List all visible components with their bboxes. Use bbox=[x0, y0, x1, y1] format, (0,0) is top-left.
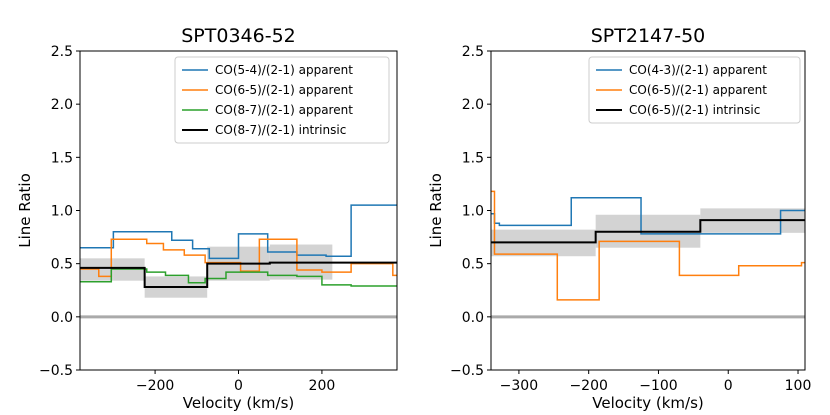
chart-panel-1: −0.5 0.0 0.5 1.0 1.5 2.0 2.5 −200 0 200 SPT0346-52… bbox=[16, 25, 398, 412]
series-line-2 bbox=[491, 190, 805, 301]
y-tick-label: −0.5 bbox=[450, 363, 484, 379]
y-tick-label: 2.5 bbox=[462, 44, 484, 60]
x-tick-label: 100 bbox=[785, 378, 812, 394]
y-tick-label: 1.0 bbox=[462, 204, 484, 220]
series-line-4 bbox=[80, 261, 397, 289]
y-axis-label: Line Ratio bbox=[16, 173, 34, 248]
x-tick-label: 0 bbox=[234, 378, 243, 394]
chart-title: SPT2147-50 bbox=[591, 25, 706, 47]
y-axis-label: Line Ratio bbox=[427, 173, 445, 248]
y-tick-label: 0.5 bbox=[51, 257, 73, 273]
y-tick-label: 1.5 bbox=[462, 150, 484, 166]
x-tick-label: −300 bbox=[500, 378, 538, 394]
legend-box bbox=[588, 56, 801, 124]
legend-label: CO(5-4)/(2-1) apparent bbox=[215, 63, 353, 77]
y-tick-label: −0.5 bbox=[39, 363, 73, 379]
legend: CO(4-3)/(2-1) apparent CO(6-5)/(2-1) appa… bbox=[588, 56, 801, 124]
x-axis-label: Velocity (km/s) bbox=[183, 394, 294, 412]
plot-area bbox=[491, 190, 805, 319]
series-line-3 bbox=[80, 268, 397, 287]
legend-box bbox=[174, 56, 390, 144]
x-axis-label: Velocity (km/s) bbox=[592, 394, 703, 412]
chart-panel-2: −0.5 0.0 0.5 1.0 1.5 2.0 2.5 −300 −200 −100 0 100 SP… bbox=[427, 25, 811, 412]
y-tick-label: 1.0 bbox=[51, 204, 73, 220]
y-tick-label: 1.5 bbox=[51, 150, 73, 166]
y-tick-label: 0.0 bbox=[51, 310, 73, 326]
x-tick-label: −200 bbox=[136, 378, 174, 394]
legend-label: CO(6-5)/(2-1) intrinsic bbox=[629, 103, 760, 117]
y-tick-label: 0.5 bbox=[462, 257, 484, 273]
chart-title: SPT0346-52 bbox=[181, 25, 296, 47]
legend-label: CO(8-7)/(2-1) intrinsic bbox=[215, 123, 346, 137]
y-tick-label: 2.5 bbox=[51, 44, 73, 60]
y-tick-label: 2.0 bbox=[51, 97, 73, 113]
x-tick-label: 200 bbox=[309, 378, 336, 394]
x-tick-label: −100 bbox=[639, 378, 677, 394]
series-line-3 bbox=[491, 219, 805, 244]
series-line-2 bbox=[80, 238, 397, 278]
legend-label: CO(4-3)/(2-1) apparent bbox=[629, 63, 767, 77]
legend-label: CO(6-5)/(2-1) apparent bbox=[215, 83, 353, 97]
legend-label: CO(8-7)/(2-1) apparent bbox=[215, 103, 353, 117]
y-tick-label: 2.0 bbox=[462, 97, 484, 113]
x-tick-label: −200 bbox=[569, 378, 607, 394]
legend: CO(5-4)/(2-1) apparent CO(6-5)/(2-1) appa… bbox=[174, 56, 390, 144]
y-tick-label: 0.0 bbox=[462, 310, 484, 326]
x-tick-label: 0 bbox=[724, 378, 733, 394]
plot-area bbox=[80, 204, 397, 319]
legend-label: CO(6-5)/(2-1) apparent bbox=[629, 83, 767, 97]
series-line-1 bbox=[80, 204, 397, 260]
